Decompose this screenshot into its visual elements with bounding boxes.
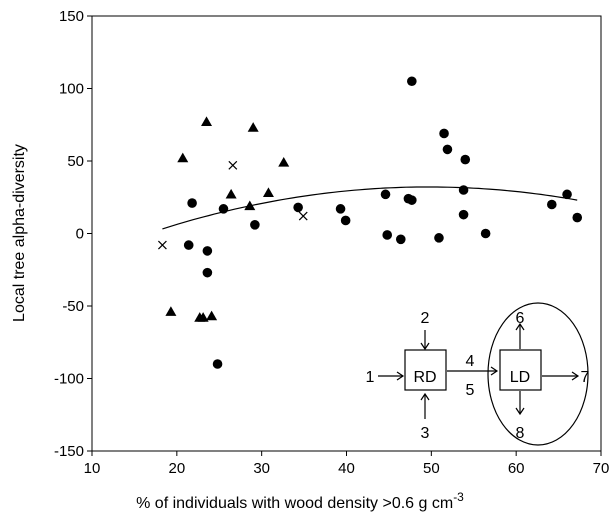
- x-tick-label: 50: [423, 460, 440, 477]
- circle-data-point: [335, 204, 346, 214]
- x-tick-label: 60: [508, 460, 525, 477]
- x-data-point: [157, 240, 167, 250]
- plot-axes: 10 20 30 40 50 60 70 -150 -100 -50 0 50 100 150: [54, 8, 609, 477]
- inset-label-8: 8: [516, 425, 525, 442]
- triangle-data-point: [201, 116, 213, 126]
- inset-arrowhead-6: [515, 322, 525, 331]
- x-tick-label: 20: [168, 460, 185, 477]
- inset-label-3: 3: [421, 425, 430, 442]
- circle-data-point: [480, 228, 491, 239]
- x-tick-label: 10: [84, 460, 101, 477]
- x-data-point: [298, 211, 308, 221]
- inset-box-rd: [404, 349, 447, 391]
- y-tick-label: -50: [62, 298, 84, 315]
- circle-data-point: [395, 234, 406, 245]
- y-tick-label: 100: [59, 81, 84, 98]
- circle-data-point: [212, 359, 223, 369]
- circle-data-point: [460, 154, 471, 165]
- circle-data-point: [382, 230, 393, 240]
- circle-data-point: [407, 195, 417, 205]
- circle-data-point: [442, 144, 453, 155]
- inset-arrowhead-2: [420, 342, 430, 351]
- inset-label-6: 6: [516, 310, 525, 327]
- y-axis-title: Local tree alpha-diversity: [11, 144, 28, 322]
- x-axis-title-text: % of individuals with wood density >0.6 …: [136, 495, 453, 512]
- circle-data-point: [458, 185, 469, 195]
- x-tick-label: 40: [338, 460, 355, 477]
- inset-arrowhead-1: [396, 371, 405, 381]
- inset-label-1: 1: [366, 369, 375, 386]
- triangle-data-point: [247, 122, 259, 132]
- inset-box-ld: [499, 349, 542, 391]
- circle-data-point: [183, 240, 194, 250]
- circle-data-point: [250, 220, 260, 230]
- inset-label-4: 4: [466, 353, 475, 370]
- circle-data-point: [562, 189, 572, 200]
- inset-arrowhead-8: [515, 407, 525, 416]
- inset-arrowhead-4: [490, 366, 499, 376]
- x-axis-title: % of individuals with wood density >0.6 …: [136, 490, 464, 512]
- circle-data-point: [293, 202, 303, 213]
- y-tick-label: 0: [76, 226, 84, 243]
- x-tick-label: 30: [253, 460, 270, 477]
- circle-data-point: [439, 128, 449, 139]
- x-tick-label: 70: [593, 460, 610, 477]
- inset-arrowhead-3: [420, 392, 430, 401]
- triangle-data-point: [177, 152, 189, 163]
- circle-data-point: [202, 246, 213, 256]
- inset-label-7: 7: [581, 369, 590, 386]
- inset-ellipse: [487, 302, 589, 446]
- triangle-data-point: [165, 306, 177, 316]
- y-tick-label: -150: [54, 443, 84, 460]
- circle-data-point: [458, 209, 469, 220]
- inset-labels: RD LD 1 2 3 4 5 6 7 8: [366, 310, 590, 442]
- inset-arrowhead-7: [571, 371, 580, 381]
- inset-diagram: [378, 302, 589, 446]
- y-tick-label: 50: [67, 153, 84, 170]
- triangle-data-point: [194, 312, 206, 322]
- x-data-point: [228, 160, 238, 170]
- circle-data-point: [340, 215, 351, 226]
- data-markers: [157, 76, 583, 369]
- triangle-data-point: [278, 156, 290, 167]
- x-axis-ticks: 10 20 30 40 50 60 70: [84, 451, 610, 477]
- circle-data-point: [202, 267, 213, 278]
- circle-data-point: [407, 76, 417, 87]
- y-tick-label: -100: [54, 371, 84, 388]
- x-axis-title-superscript: -3: [453, 490, 464, 504]
- y-tick-label: 150: [59, 8, 84, 25]
- inset-label-5: 5: [466, 382, 475, 399]
- triangle-data-point: [262, 187, 274, 198]
- circle-data-point: [434, 233, 444, 243]
- circle-data-point: [218, 204, 229, 214]
- circle-data-point: [546, 199, 557, 210]
- circle-data-point: [380, 189, 391, 200]
- triangle-data-point: [225, 188, 237, 199]
- triangle-data-point: [244, 200, 256, 211]
- triangle-data-point: [206, 310, 218, 321]
- y-axis-ticks: -150 -100 -50 0 50 100 150: [54, 8, 92, 460]
- inset-box-rd-label: RD: [413, 369, 436, 386]
- fit-curve-line: [162, 186, 578, 230]
- inset-label-2: 2: [421, 310, 430, 327]
- inset-box-ld-label: LD: [510, 369, 530, 386]
- circle-data-point: [187, 198, 197, 208]
- circle-data-point: [572, 212, 583, 223]
